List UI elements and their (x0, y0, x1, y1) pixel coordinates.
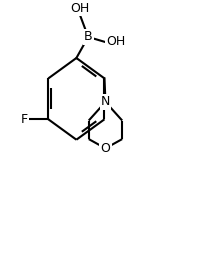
Text: N: N (101, 95, 110, 108)
Text: F: F (21, 113, 28, 126)
Text: OH: OH (71, 2, 90, 15)
Text: OH: OH (106, 35, 125, 49)
Text: B: B (84, 30, 92, 43)
Text: O: O (101, 142, 110, 155)
